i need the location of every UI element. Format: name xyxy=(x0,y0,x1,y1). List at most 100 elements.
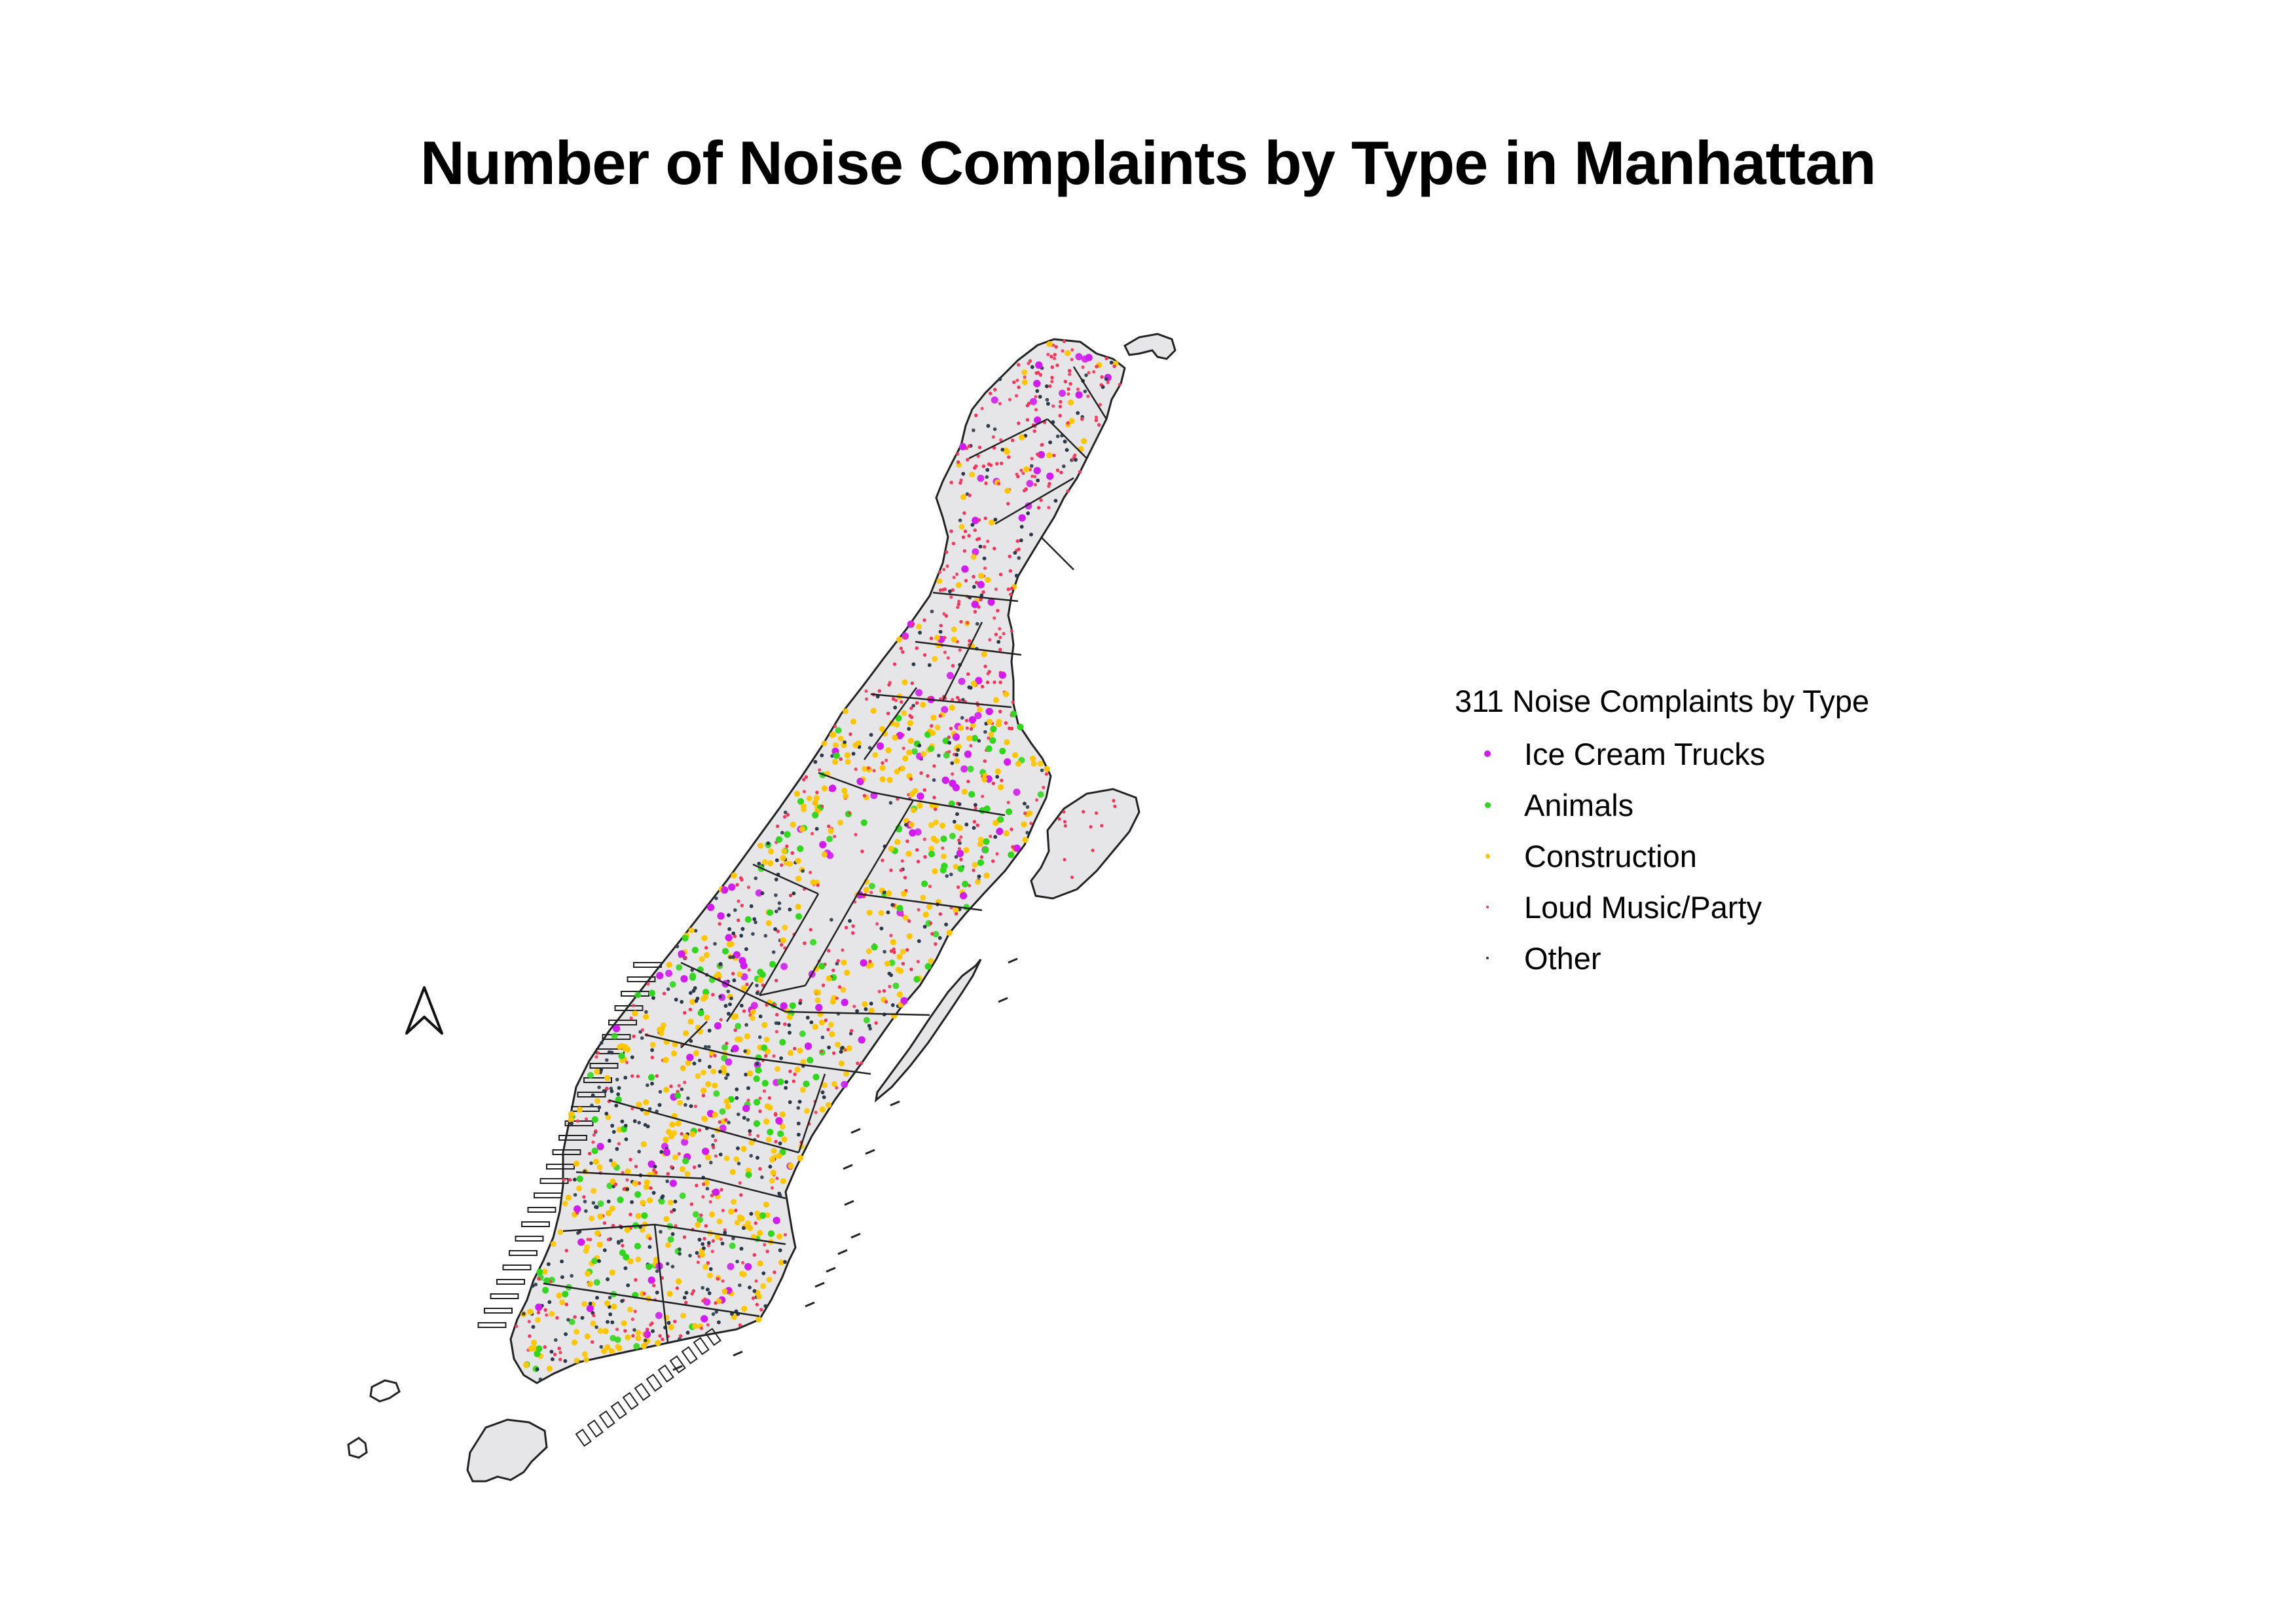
complaint-point-construction xyxy=(699,956,705,963)
complaint-point-other xyxy=(711,1312,716,1316)
complaint-point-loud xyxy=(957,885,960,889)
complaint-point-animals xyxy=(1010,710,1017,718)
complaint-point-construction xyxy=(795,858,801,864)
complaint-point-loud xyxy=(695,1183,699,1187)
complaint-point-loud xyxy=(1044,772,1048,776)
complaint-point-construction xyxy=(810,879,816,885)
complaint-point-ice xyxy=(968,716,976,724)
complaint-point-construction xyxy=(610,1178,616,1185)
complaint-point-other xyxy=(729,996,733,1001)
complaint-point-animals xyxy=(676,964,683,971)
complaint-point-ice xyxy=(727,1263,735,1270)
complaint-point-loud xyxy=(881,761,884,765)
complaint-point-animals xyxy=(1006,808,1013,815)
complaint-point-other xyxy=(993,835,997,839)
complaint-point-animals xyxy=(646,1263,653,1270)
complaint-point-other xyxy=(754,876,758,880)
complaint-point-construction xyxy=(866,948,872,955)
complaint-point-other xyxy=(719,1153,723,1156)
complaint-point-construction xyxy=(663,1216,670,1223)
complaint-point-loud xyxy=(630,1074,634,1078)
complaint-point-other xyxy=(1013,551,1017,555)
complaint-point-ice xyxy=(977,474,985,482)
complaint-point-animals xyxy=(633,1342,640,1350)
complaint-point-other xyxy=(728,955,732,959)
complaint-point-construction xyxy=(546,1365,553,1372)
complaint-point-loud xyxy=(981,464,985,468)
complaint-point-loud xyxy=(718,1120,721,1124)
complaint-point-other xyxy=(632,1328,636,1332)
complaint-point-loud xyxy=(983,665,987,669)
complaint-point-other xyxy=(809,1020,814,1024)
complaint-point-other xyxy=(695,1251,699,1255)
complaint-point-construction xyxy=(953,758,960,764)
complaint-point-loud xyxy=(1002,632,1006,636)
complaint-point-loud xyxy=(888,984,892,989)
complaint-point-animals xyxy=(924,731,932,738)
complaint-point-loud xyxy=(854,832,858,837)
complaint-point-loud xyxy=(775,1176,779,1180)
complaint-point-construction xyxy=(716,1218,723,1225)
complaint-point-construction xyxy=(685,1060,691,1066)
river-mark xyxy=(733,1350,743,1357)
complaint-point-animals xyxy=(795,913,803,920)
complaint-point-loud xyxy=(809,870,812,874)
complaint-point-construction xyxy=(826,1102,831,1108)
complaint-point-other xyxy=(678,1252,682,1256)
pier xyxy=(477,1322,507,1328)
complaint-point-loud xyxy=(648,1236,652,1241)
complaint-point-construction xyxy=(894,839,901,845)
complaint-point-other xyxy=(755,984,759,987)
complaint-point-other xyxy=(1030,464,1034,468)
complaint-point-ice xyxy=(1033,467,1041,475)
complaint-point-construction xyxy=(771,1148,777,1154)
complaint-point-ice xyxy=(977,581,985,589)
complaint-point-animals xyxy=(868,883,875,890)
complaint-point-animals xyxy=(591,1147,598,1154)
complaint-point-other xyxy=(735,1087,739,1092)
complaint-point-loud xyxy=(848,732,852,736)
complaint-point-animals xyxy=(769,961,776,968)
complaint-point-construction xyxy=(550,1241,556,1247)
complaint-point-other xyxy=(867,746,872,750)
complaint-point-construction xyxy=(750,1008,756,1015)
complaint-point-other xyxy=(740,1003,744,1008)
complaint-point-construction xyxy=(701,1087,707,1094)
complaint-point-animals xyxy=(614,1336,621,1343)
complaint-point-construction xyxy=(844,752,850,758)
complaint-point-loud xyxy=(680,1132,683,1136)
complaint-point-construction xyxy=(846,1045,852,1052)
complaint-point-construction xyxy=(731,1198,737,1205)
complaint-point-ice xyxy=(974,712,982,720)
complaint-point-other xyxy=(693,986,697,990)
pier xyxy=(575,1428,592,1447)
complaint-point-other xyxy=(615,1077,619,1082)
complaint-point-construction xyxy=(632,1010,638,1017)
complaint-point-animals xyxy=(591,1116,598,1123)
complaint-point-other xyxy=(713,942,717,946)
complaint-point-loud xyxy=(1017,385,1021,390)
complaint-point-other xyxy=(830,754,834,758)
complaint-point-animals xyxy=(597,1200,604,1208)
complaint-point-loud xyxy=(1047,506,1051,509)
complaint-point-animals xyxy=(1037,791,1044,798)
complaint-point-other xyxy=(718,962,723,966)
complaint-point-loud xyxy=(652,1283,656,1287)
complaint-point-other xyxy=(616,1092,620,1096)
complaint-point-other xyxy=(783,810,788,815)
complaint-point-ice xyxy=(941,777,949,784)
complaint-point-loud xyxy=(545,1313,549,1317)
complaint-point-construction xyxy=(581,1351,588,1357)
complaint-point-construction xyxy=(998,784,1004,790)
complaint-point-loud xyxy=(754,1221,757,1225)
complaint-point-loud xyxy=(1055,468,1060,472)
complaint-point-loud xyxy=(1070,348,1074,352)
complaint-point-animals xyxy=(634,991,642,999)
complaint-point-other xyxy=(551,1357,555,1361)
complaint-point-loud xyxy=(1032,429,1036,433)
complaint-point-construction xyxy=(695,1073,701,1079)
complaint-point-other xyxy=(670,1232,675,1236)
complaint-point-construction xyxy=(700,1069,706,1076)
complaint-point-loud xyxy=(973,528,977,532)
complaint-point-other xyxy=(869,733,873,737)
